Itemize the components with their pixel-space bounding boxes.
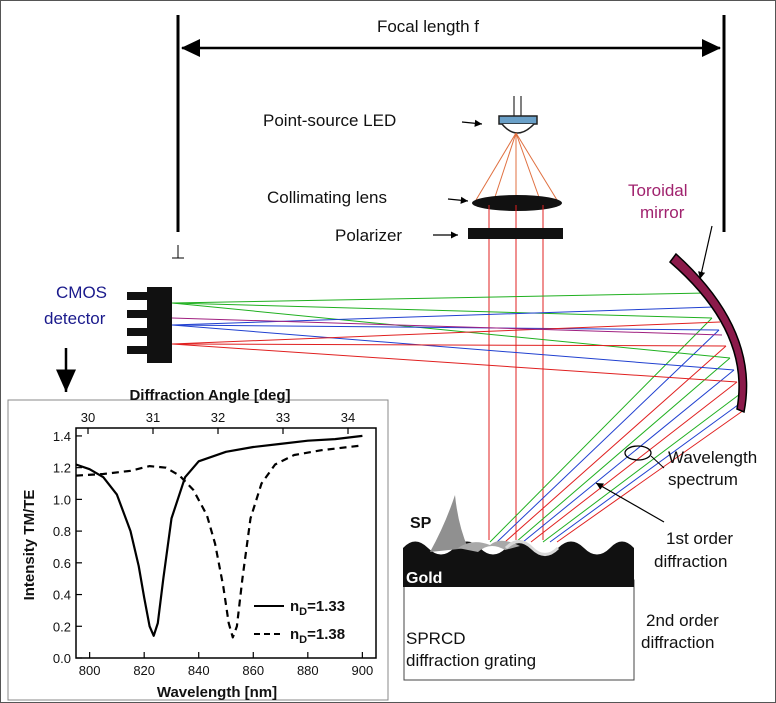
chart-y-label: Intensity TM/TE [21,490,38,601]
x2-tick-label: 32 [211,410,225,425]
first-order-label-line1: 1st order [666,529,733,548]
collimated-rays [488,205,544,540]
x-tick-label: 800 [79,663,101,678]
led-ray-cone [475,132,558,201]
focused-rays [171,292,738,383]
x-tick-label: 900 [352,663,374,678]
series-line-2 [75,444,363,639]
y-tick-label: 0.4 [53,588,71,603]
polarizer-label: Polarizer [335,226,402,245]
second-order-label-line1: 2nd order [646,611,719,630]
point-source-led: Point-source LED [263,96,538,134]
y-tick-label: 1.0 [53,492,71,507]
cmos-label-line1: CMOS [56,283,107,302]
chart-plot-frame [75,427,377,659]
second-order-label-line2: diffraction [641,633,714,652]
first-order-label-line2: diffraction [654,552,727,571]
series-line-1 [75,434,363,637]
intensity-chart: 800 820 840 860 880 900 0.0 0.2 0.4 0.6 0.8 1.0 1.2 1… [7,387,389,701]
chart-x-label: Wavelength [nm] [157,684,277,701]
first-order-annotation: 1st order diffraction [595,482,733,571]
x-tick-label: 820 [133,663,155,678]
wavelength-label-line1: Wavelength [668,448,757,467]
focal-length-label: Focal length f [377,17,479,36]
x2-tick-label: 34 [341,410,355,425]
gold-label: Gold [406,570,442,587]
x-tick-label: 840 [188,663,210,678]
mirror-label-line2: mirror [640,203,685,222]
y-tick-label: 1.2 [53,461,71,476]
chart-x2-label: Diffraction Angle [deg] [129,387,290,404]
y-tick-label: 1.4 [53,429,71,444]
lens-label: Collimating lens [267,188,387,207]
y-tick-label: 0.2 [53,619,71,634]
cmos-label-line2: detector [44,309,106,328]
polarizer: Polarizer [335,226,563,245]
wavelength-label-line2: spectrum [668,470,738,489]
chart-background [7,399,389,701]
grating-label-line2: diffraction grating [406,651,536,670]
collimating-lens: Collimating lens [267,188,562,211]
grating-label-line1: SPRCD [406,629,466,648]
x2-tick-label: 33 [276,410,290,425]
toroidal-mirror: Toroidal mirror [628,181,748,414]
lens-pointer-arrow [447,196,469,204]
mirror-pointer-arrow [698,225,713,280]
y-tick-label: 0.6 [53,556,71,571]
diffracted-rays [489,317,745,543]
x-tick-label: 860 [242,663,264,678]
focal-length-dimension: Focal length f [172,15,726,259]
mirror-label-line1: Toroidal [628,181,688,200]
legend-label-2: nD=1.38 [290,626,345,646]
y-tick-label: 0.0 [53,651,71,666]
y-tick-label: 0.8 [53,524,71,539]
x2-tick-label: 31 [146,410,160,425]
diffraction-grating: SP Gold SPRCD diffraction grating [403,495,635,681]
cmos-detector: CMOS detector [44,283,172,392]
led-pointer-arrow [461,119,483,127]
led-label: Point-source LED [263,111,396,130]
wavelength-spectrum-annotation: Wavelength spectrum [624,445,757,489]
legend-label-1: nD=1.33 [290,598,345,618]
sp-label: SP [410,515,432,532]
x2-tick-label: 30 [81,410,95,425]
x-tick-label: 880 [297,663,319,678]
